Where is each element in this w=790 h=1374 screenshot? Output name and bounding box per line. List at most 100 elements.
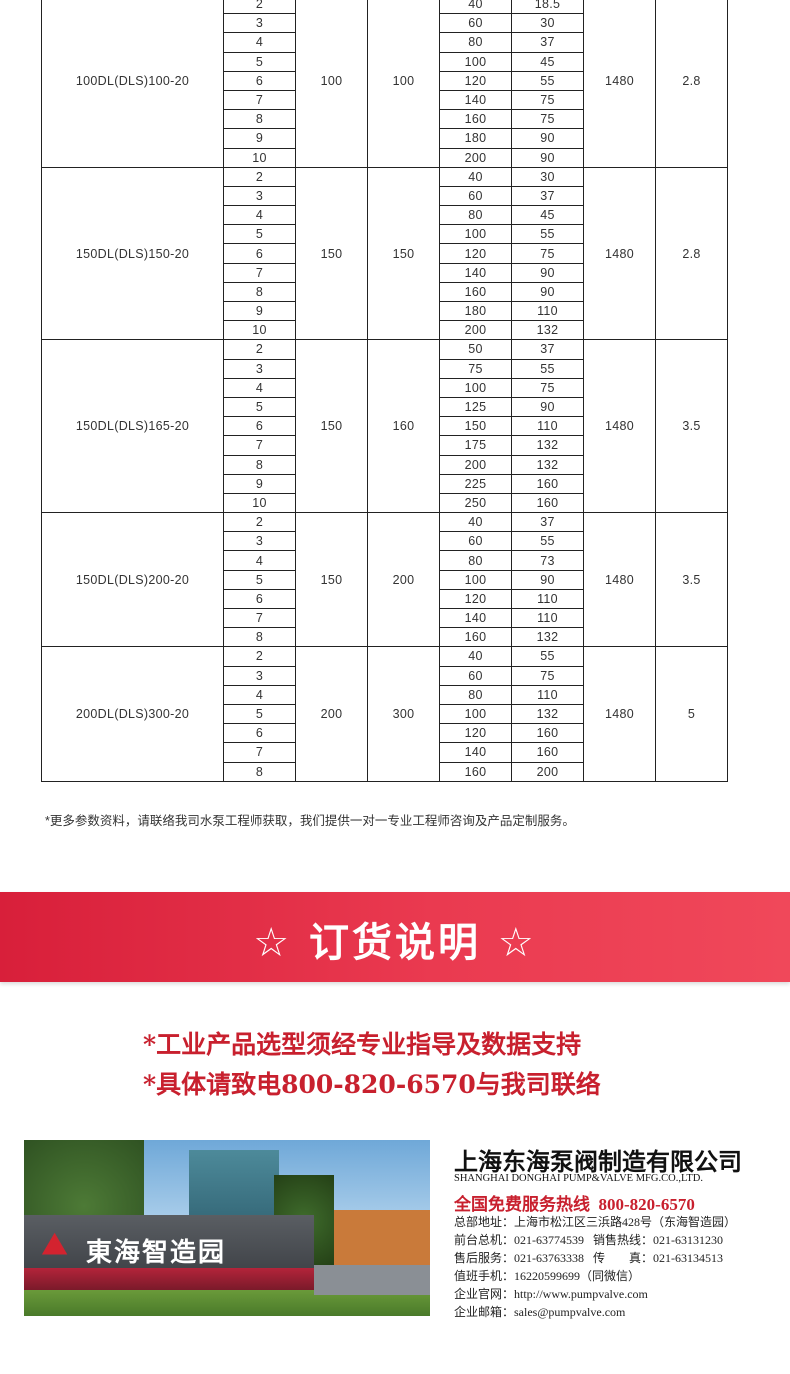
power-cell: 160 [511, 473, 584, 494]
table-row: 3 60 37 [42, 185, 728, 207]
power-cell: 45 [511, 205, 584, 226]
power-cell: 90 [511, 262, 584, 283]
table-row: 8 160 75 [42, 109, 728, 130]
website-link[interactable]: 企业官网：http://www.pumpvalve.com [454, 1287, 648, 1301]
power-cell: 132 [511, 703, 584, 725]
power-cell: 160 [511, 742, 584, 763]
power-cell: 55 [511, 358, 584, 379]
company-name-en: SHANGHAI DONGHAI PUMP&VALVE MFG.CO.,LTD. [454, 1173, 704, 1184]
inlet-cell: 200 [295, 646, 368, 782]
table-row: 5 100 55 [42, 224, 728, 245]
stage-cell: 2 [223, 512, 296, 533]
stage-cell: 3 [223, 531, 296, 552]
power-cell: 75 [511, 665, 584, 686]
table-row: 4 100 75 [42, 377, 728, 398]
power-cell: 75 [511, 89, 584, 111]
flow-cell: 125 [439, 396, 512, 418]
flow-cell: 80 [439, 684, 512, 705]
stage-cell: 4 [223, 550, 296, 571]
table-row: 8 160 90 [42, 281, 728, 303]
stage-cell: 4 [223, 684, 296, 705]
stage-cell: 6 [223, 588, 296, 610]
power-cell: 45 [511, 51, 584, 72]
power-cell: 132 [511, 454, 584, 475]
flow-cell: 140 [439, 89, 512, 111]
power-cell: 110 [511, 607, 584, 629]
flow-cell: 100 [439, 569, 512, 590]
table-row: 8 160 200 [42, 761, 728, 782]
flow-cell: 250 [439, 492, 512, 514]
stage-cell: 3 [223, 185, 296, 207]
flow-cell: 50 [439, 339, 512, 360]
stage-cell: 3 [223, 13, 296, 34]
flower-bed [24, 1268, 314, 1290]
flow-cell: 100 [439, 224, 512, 245]
table-row: 10 200 90 [42, 147, 728, 168]
speed-cell: 1480 [583, 646, 656, 782]
power-cell: 90 [511, 569, 584, 590]
table-row: 3 60 75 [42, 665, 728, 686]
model-cell: 200DL(DLS)300-20 [41, 646, 224, 782]
stage-cell: 8 [223, 454, 296, 475]
mobile: 值班手机：16220599699（同微信） [454, 1269, 641, 1283]
npsh-cell: 3.5 [655, 512, 728, 648]
power-cell: 160 [511, 492, 584, 514]
stage-cell: 8 [223, 281, 296, 303]
table-row: 3 75 55 [42, 358, 728, 379]
power-cell: 75 [511, 243, 584, 264]
outlet-cell: 160 [367, 339, 440, 514]
stage-cell: 6 [223, 723, 296, 744]
power-cell: 55 [511, 224, 584, 245]
speed-cell: 1480 [583, 166, 656, 341]
flow-cell: 60 [439, 185, 512, 207]
table-row: 4 80 110 [42, 684, 728, 705]
model-cell: 100DL(DLS)100-20 [41, 0, 224, 168]
npsh-cell: 2.8 [655, 166, 728, 341]
flow-cell: 160 [439, 281, 512, 303]
logo-icon: ⛰ [42, 1228, 68, 1261]
table-row: 9 180 110 [42, 300, 728, 322]
flow-cell: 140 [439, 262, 512, 283]
hotline: 全国免费服务热线 800-820-6570 [454, 1190, 695, 1215]
footnote: *更多参数资料，请联络我司水泵工程师获取，我们提供一对一专业工程师咨询及产品定制… [45, 814, 575, 828]
flow-cell: 160 [439, 761, 512, 782]
power-cell: 30 [511, 166, 584, 187]
table-row: 150DL(DLS)200-20 2 150 200 40 37 1480 3.5 [41, 512, 728, 648]
email-link[interactable]: 企业邮箱：sales@pumpvalve.com [454, 1305, 626, 1319]
table-row: 150DL(DLS)150-20 2 150 150 40 30 1480 2.8 [41, 166, 728, 341]
flow-cell: 60 [439, 531, 512, 552]
power-cell: 55 [511, 70, 584, 91]
table-row: 7 140 110 [42, 607, 728, 629]
phone-line-1: 前台总机：021-63774539 销售热线：021-63131230 [454, 1231, 723, 1248]
table-row: 6 120 75 [42, 243, 728, 264]
stage-cell: 3 [223, 358, 296, 379]
park-logo-text: 東海智造园 [86, 1238, 227, 1268]
stage-cell: 6 [223, 243, 296, 264]
power-cell: 37 [511, 339, 584, 360]
power-cell: 110 [511, 684, 584, 705]
power-cell: 90 [511, 281, 584, 303]
outlet-cell: 100 [367, 0, 440, 168]
power-cell: 132 [511, 627, 584, 648]
inlet-cell: 150 [295, 512, 368, 648]
npsh-cell: 3.5 [655, 339, 728, 514]
table-row: 8 200 132 [42, 454, 728, 475]
stage-cell: 10 [223, 320, 296, 341]
stage-cell: 5 [223, 51, 296, 72]
table-row: 4 80 73 [42, 550, 728, 571]
flow-cell: 40 [439, 646, 512, 667]
table-row: 100DL(DLS)100-20 2 100 100 40 18.5 1480 2.8 [41, 0, 728, 168]
stage-cell: 5 [223, 396, 296, 418]
gate [314, 1265, 430, 1295]
stage-cell: 5 [223, 224, 296, 245]
stage-cell: 9 [223, 128, 296, 149]
notice-line-2: *具体请致电800-820-6570与我司联络 [143, 1070, 601, 1099]
table-row: 6 150 110 [42, 416, 728, 437]
flow-cell: 200 [439, 320, 512, 341]
stage-cell: 6 [223, 416, 296, 437]
stage-cell: 2 [223, 0, 296, 15]
stage-cell: 2 [223, 166, 296, 187]
power-cell: 73 [511, 550, 584, 571]
power-cell: 37 [511, 185, 584, 207]
stage-cell: 10 [223, 492, 296, 514]
